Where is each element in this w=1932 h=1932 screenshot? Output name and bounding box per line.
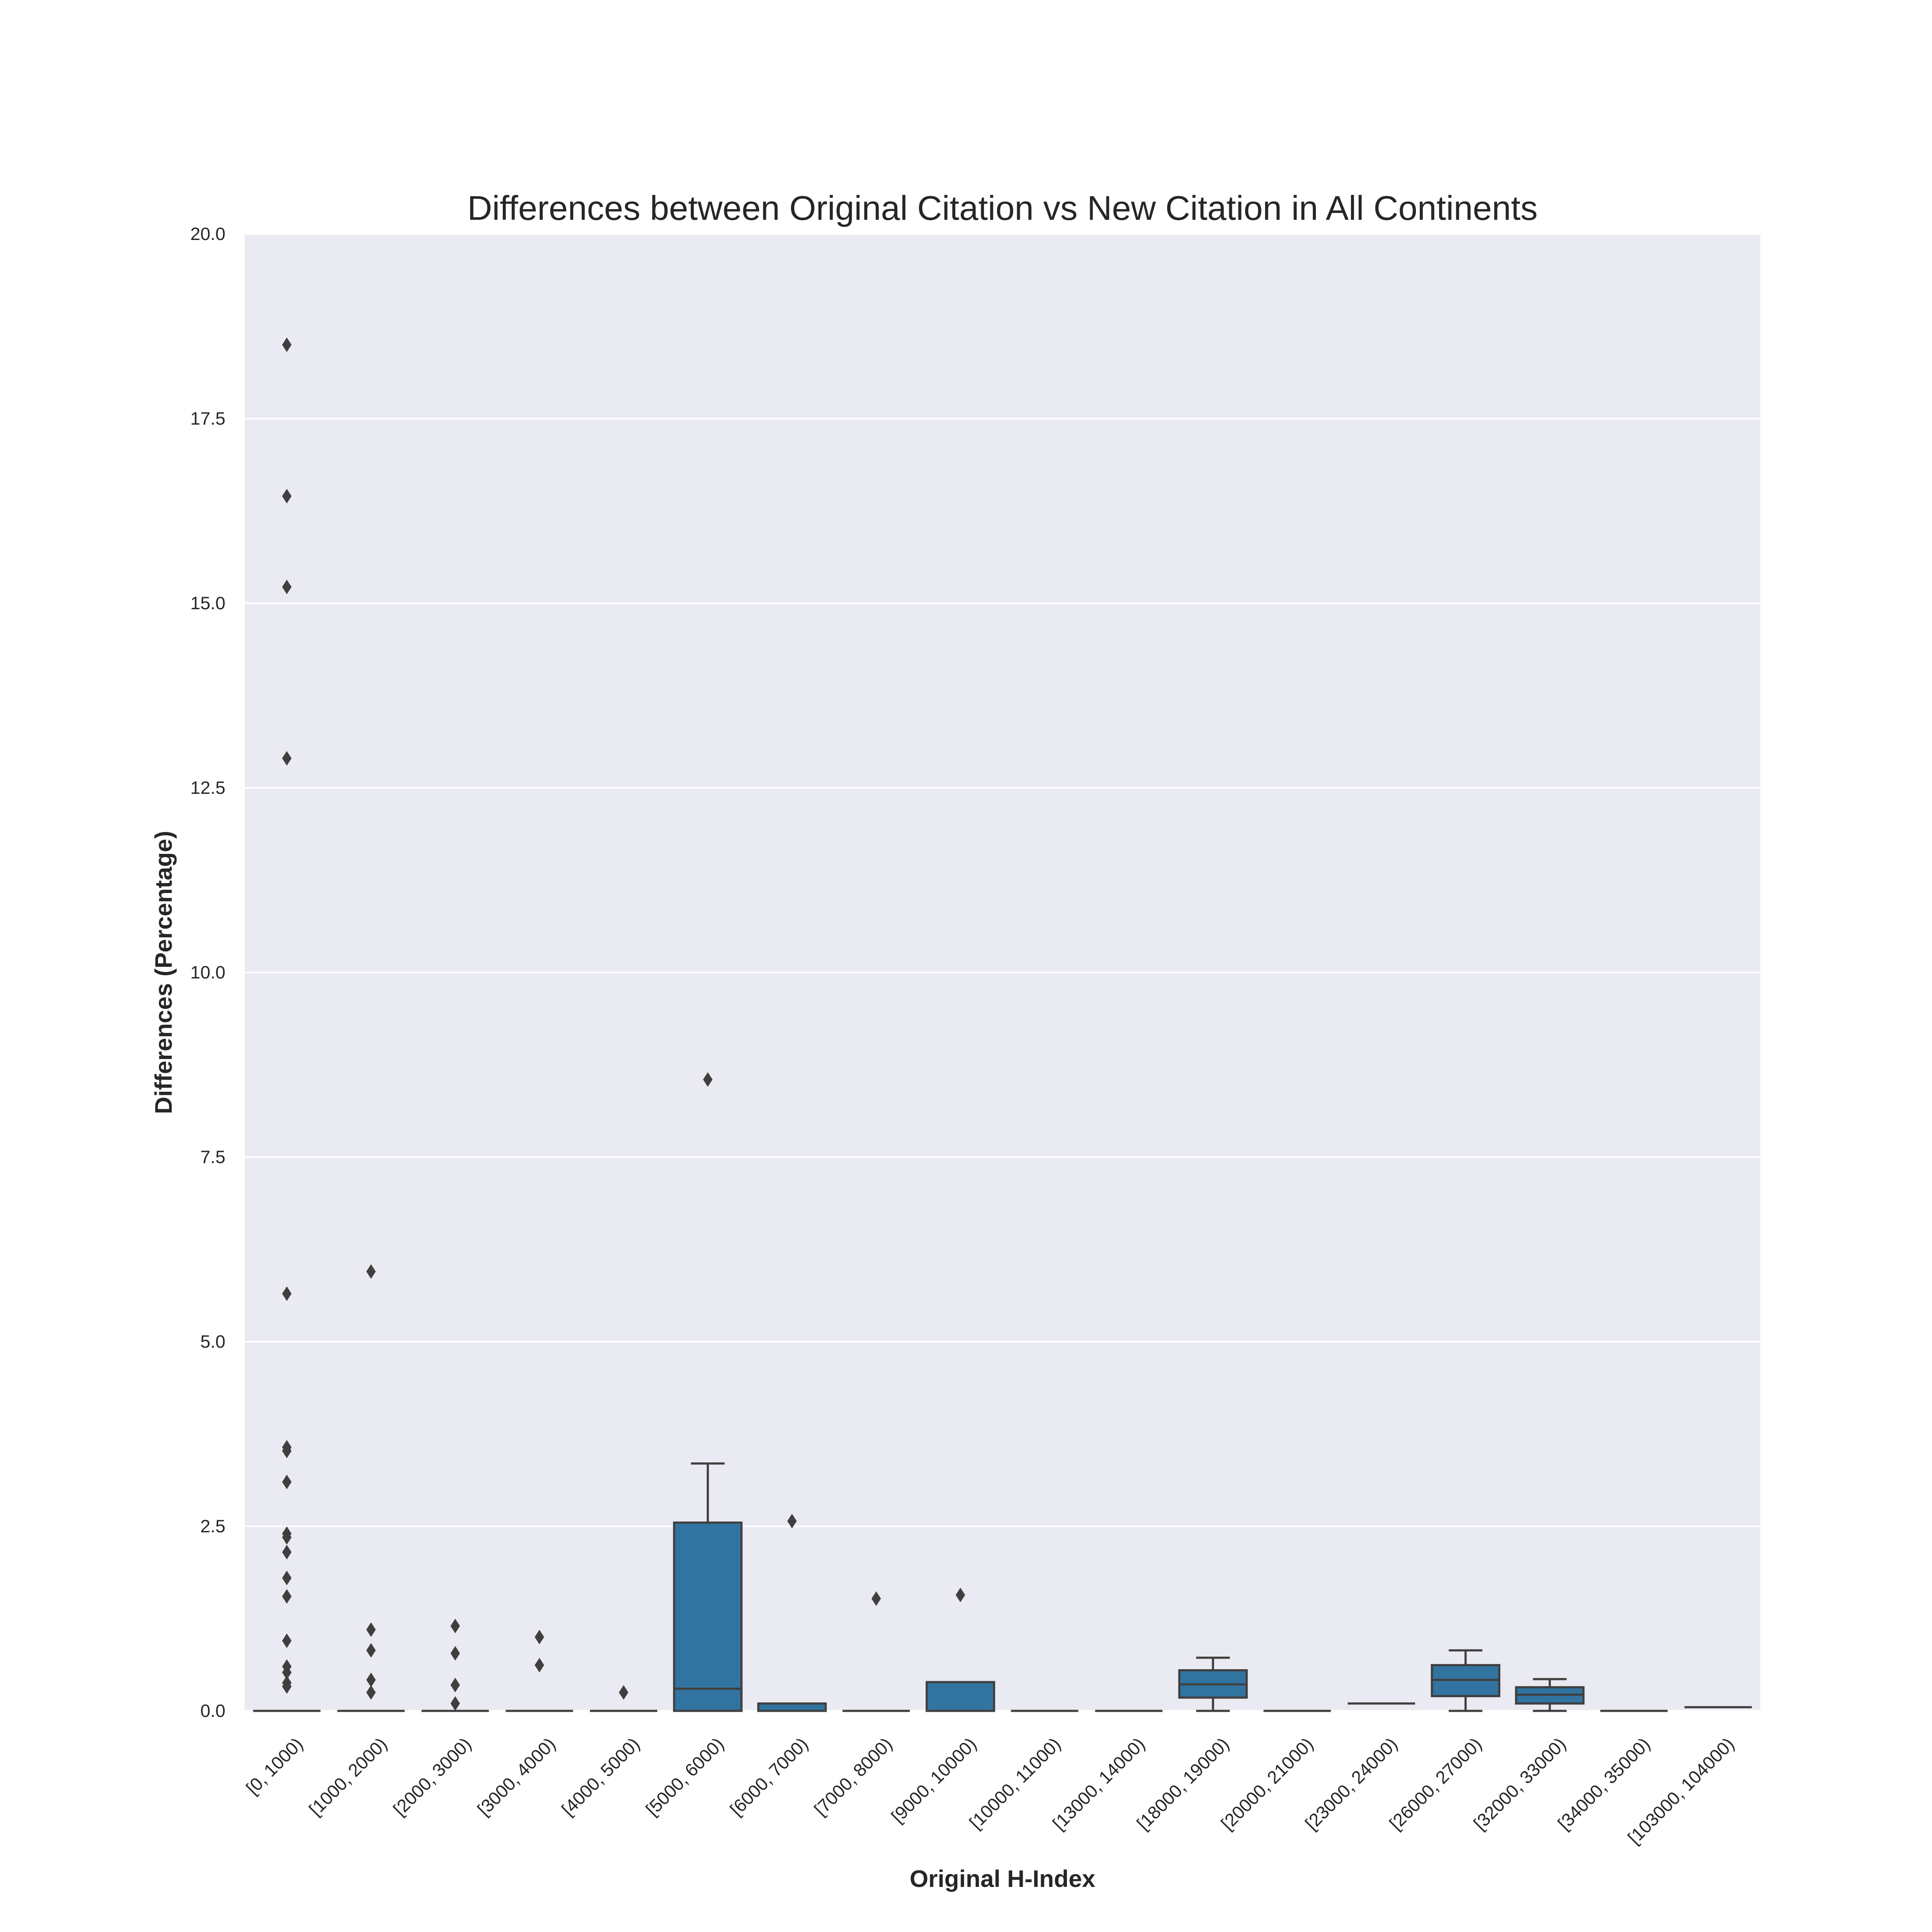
outlier-point	[282, 1665, 292, 1680]
box-group	[337, 1264, 405, 1712]
x-tick-label: [3000, 4000)	[474, 1734, 559, 1820]
outlier-point	[282, 1530, 292, 1545]
box-group	[1515, 1678, 1585, 1712]
y-tick-label: 20.0	[190, 224, 225, 244]
y-tick-label: 12.5	[190, 778, 225, 798]
x-tick-label: [6000, 7000)	[726, 1734, 812, 1820]
outlier-point	[450, 1646, 460, 1661]
y-tick-label: 5.0	[200, 1331, 225, 1352]
y-axis-label: Differences (Percentage)	[150, 831, 177, 1114]
chart-title: Differences between Original Citation vs…	[467, 189, 1537, 227]
box-group	[421, 1619, 489, 1712]
box-group	[842, 1591, 910, 1712]
outlier-point	[282, 1589, 292, 1604]
outlier-point	[282, 580, 292, 595]
outlier-point	[955, 1587, 965, 1602]
y-axis-ticks: 0.0 2.5 5.0 7.5 10.0 12.5 15.0 17.5 20.0	[190, 224, 225, 1721]
outlier-point	[282, 1633, 292, 1648]
x-tick-label: [2000, 3000)	[389, 1734, 475, 1820]
box-group	[1431, 1649, 1501, 1712]
y-tick-label: 2.5	[200, 1516, 225, 1536]
box-group	[673, 1072, 743, 1712]
x-axis-label: Original H-Index	[910, 1865, 1096, 1892]
outlier-point	[366, 1622, 376, 1637]
outlier-point	[871, 1591, 881, 1606]
x-tick-label: [9000, 10000)	[887, 1734, 981, 1827]
outlier-point	[282, 1443, 292, 1458]
y-tick-label: 7.5	[200, 1147, 225, 1167]
outlier-point	[282, 1545, 292, 1560]
box-group	[757, 1513, 827, 1712]
outlier-point	[619, 1685, 629, 1700]
outlier-point	[366, 1672, 376, 1687]
x-tick-label: [5000, 6000)	[642, 1734, 728, 1820]
outlier-point	[450, 1619, 460, 1634]
x-tick-label: [1000, 2000)	[305, 1734, 391, 1820]
box-group	[926, 1587, 995, 1712]
gridlines	[245, 233, 1760, 1712]
x-tick-label: [0, 1000)	[242, 1734, 307, 1798]
outlier-point	[366, 1643, 376, 1658]
x-tick-label: [4000, 5000)	[558, 1734, 644, 1820]
y-tick-label: 15.0	[190, 593, 225, 613]
outlier-point	[282, 1474, 292, 1489]
x-axis-ticks: [0, 1000)[1000, 2000)[2000, 3000)[3000, …	[242, 1734, 1738, 1848]
box-group	[1178, 1656, 1248, 1712]
outlier-point	[282, 1286, 292, 1301]
outlier-point	[535, 1630, 544, 1644]
box-group	[590, 1685, 657, 1712]
box	[926, 1681, 995, 1712]
outlier-point	[703, 1072, 713, 1087]
y-tick-label: 17.5	[190, 408, 225, 428]
y-tick-label: 10.0	[190, 962, 225, 982]
boxes	[253, 337, 1752, 1712]
outlier-point	[282, 1571, 292, 1586]
y-tick-label: 0.0	[200, 1701, 225, 1721]
x-tick-label: [7000, 8000)	[810, 1734, 896, 1820]
outlier-point	[282, 337, 292, 352]
outlier-point	[450, 1677, 460, 1692]
outlier-point	[282, 751, 292, 766]
box	[673, 1521, 743, 1712]
box-group	[505, 1630, 573, 1712]
outlier-point	[450, 1696, 460, 1711]
outlier-point	[282, 1679, 292, 1694]
outlier-point	[366, 1264, 376, 1279]
outlier-point	[535, 1658, 544, 1673]
box	[757, 1702, 827, 1712]
box-group	[253, 337, 321, 1712]
outlier-point	[787, 1513, 797, 1528]
outlier-point	[366, 1685, 376, 1700]
outlier-point	[282, 489, 292, 504]
